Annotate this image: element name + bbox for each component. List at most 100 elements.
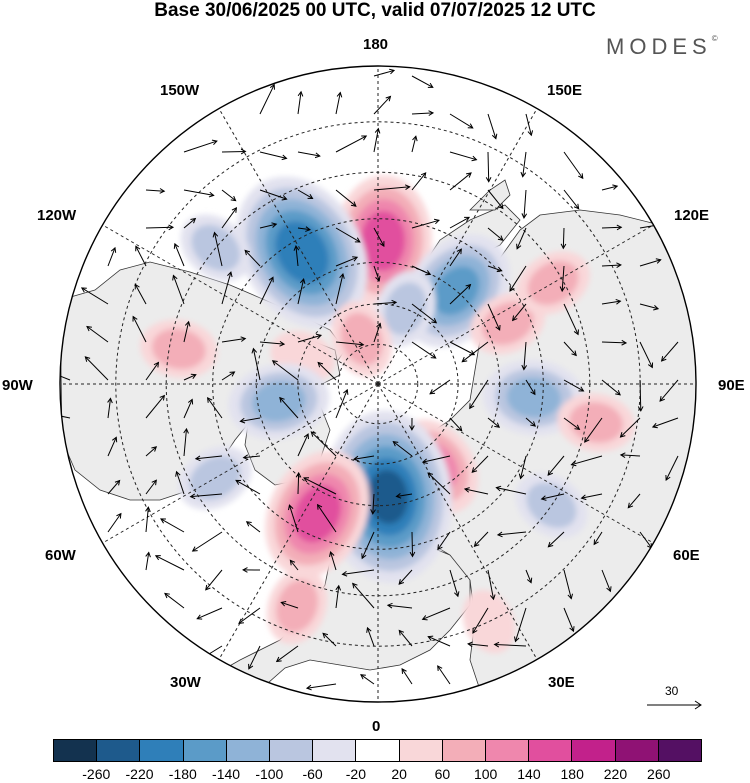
wind-vector	[473, 531, 489, 548]
colorbar-swatch-10	[485, 740, 529, 761]
wind-vector	[521, 341, 528, 371]
wind-vector	[244, 249, 261, 267]
meridian-line	[377, 383, 538, 660]
copyright-mark: ©	[711, 34, 718, 43]
wind-vector	[287, 504, 299, 533]
wind-vector	[259, 83, 275, 115]
wind-vector	[245, 521, 261, 533]
wind-vector	[183, 189, 215, 198]
wind-vector	[295, 471, 302, 495]
wind-vector	[239, 417, 261, 424]
map-boundary	[59, 65, 697, 703]
wind-vector	[84, 356, 109, 381]
wind-vector	[335, 256, 359, 267]
wind-vector	[293, 245, 300, 267]
wind-vector	[651, 417, 679, 429]
wind-vector	[471, 455, 489, 473]
wind-vector	[173, 242, 185, 267]
colorbar-swatch-2	[139, 740, 183, 761]
wind-vector	[540, 493, 565, 501]
wind-vector	[409, 417, 415, 431]
wind-vector	[411, 303, 438, 324]
anomaly-contour	[340, 312, 383, 366]
wind-vector	[485, 151, 492, 183]
wind-vector	[563, 379, 585, 392]
brand-logo: MODES©	[606, 34, 718, 60]
wind-vector	[145, 479, 157, 495]
anomaly-contour	[152, 328, 206, 370]
wind-vector	[194, 455, 223, 462]
wind-vector	[411, 265, 432, 276]
reference-vector-value: 30	[665, 684, 679, 698]
wind-vector	[259, 151, 288, 161]
wind-vector	[449, 569, 460, 598]
wind-vector	[205, 569, 223, 591]
wind-vector	[437, 665, 451, 685]
wind-vector	[297, 333, 323, 343]
wind-vector	[221, 371, 236, 381]
colorbar-label: 260	[647, 766, 671, 782]
colorbar-label: 140	[517, 766, 541, 782]
wind-vector	[449, 216, 470, 229]
wind-vector	[449, 417, 463, 432]
lon-label-90w: 90W	[2, 377, 33, 394]
wind-vector	[221, 271, 233, 305]
wind-vectors	[60, 68, 679, 691]
wind-vector	[373, 95, 392, 115]
wind-vector	[409, 531, 416, 558]
wind-vector	[373, 68, 396, 77]
wind-vector	[601, 184, 619, 191]
wind-vector	[279, 396, 299, 419]
colorbar-label: -220	[125, 766, 154, 782]
wind-vector	[297, 151, 321, 159]
wind-vector	[352, 582, 375, 609]
wind-vector	[235, 479, 261, 495]
colorbar-swatch-0	[54, 740, 97, 761]
anomaly-contour	[276, 579, 319, 633]
colorbar-label: 220	[603, 766, 628, 782]
wind-vector	[134, 283, 147, 305]
wind-vector	[411, 110, 435, 116]
colorbar-label: 100	[473, 766, 498, 782]
wind-vector	[145, 188, 166, 194]
wind-vector	[297, 278, 306, 305]
wind-vector	[563, 417, 581, 430]
wind-vector	[242, 567, 261, 573]
wind-vector	[189, 493, 223, 500]
meridian-lines	[60, 66, 696, 702]
wind-vector	[183, 139, 218, 153]
wind-vector	[154, 555, 185, 571]
wind-vector	[639, 258, 662, 267]
wind-vector	[421, 607, 451, 621]
wind-vector	[183, 373, 197, 381]
wind-vector	[259, 276, 274, 305]
wind-vector	[584, 417, 603, 443]
wind-vector	[525, 379, 536, 396]
colorbar-swatch-7	[355, 740, 399, 761]
colorbar-label: 20	[391, 766, 407, 782]
meridian-line	[377, 108, 538, 385]
wind-vector	[335, 272, 345, 305]
wind-vector	[373, 227, 385, 248]
wind-vector	[335, 189, 357, 207]
wind-vector	[145, 224, 175, 231]
lon-label-0: 0	[372, 718, 381, 735]
colorbar	[53, 739, 702, 762]
wind-vector	[305, 683, 337, 691]
wind-vector	[310, 431, 337, 457]
wind-vector	[427, 635, 451, 647]
wind-vector	[493, 641, 527, 648]
wind-vector	[521, 189, 528, 219]
wind-vector	[463, 487, 489, 495]
wind-vector	[373, 184, 411, 191]
wind-vector	[601, 339, 628, 346]
anomaly-contour	[433, 266, 480, 316]
wind-vector	[398, 569, 413, 585]
wind-vector	[60, 412, 71, 419]
wind-vector	[183, 427, 189, 457]
colorbar-swatch-14	[657, 740, 702, 761]
colorbar-labels: -260 -220 -180 -140 -100 -60 -20 20 60 100 140 180 2…	[0, 766, 750, 783]
wind-vector	[145, 446, 158, 457]
wind-vector	[563, 607, 575, 633]
wind-vector	[335, 584, 342, 609]
